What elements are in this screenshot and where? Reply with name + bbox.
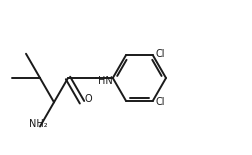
Text: HN: HN bbox=[98, 76, 112, 86]
Text: O: O bbox=[85, 94, 92, 104]
Text: Cl: Cl bbox=[155, 97, 165, 107]
Text: Cl: Cl bbox=[155, 49, 165, 59]
Text: NH₂: NH₂ bbox=[28, 120, 47, 129]
